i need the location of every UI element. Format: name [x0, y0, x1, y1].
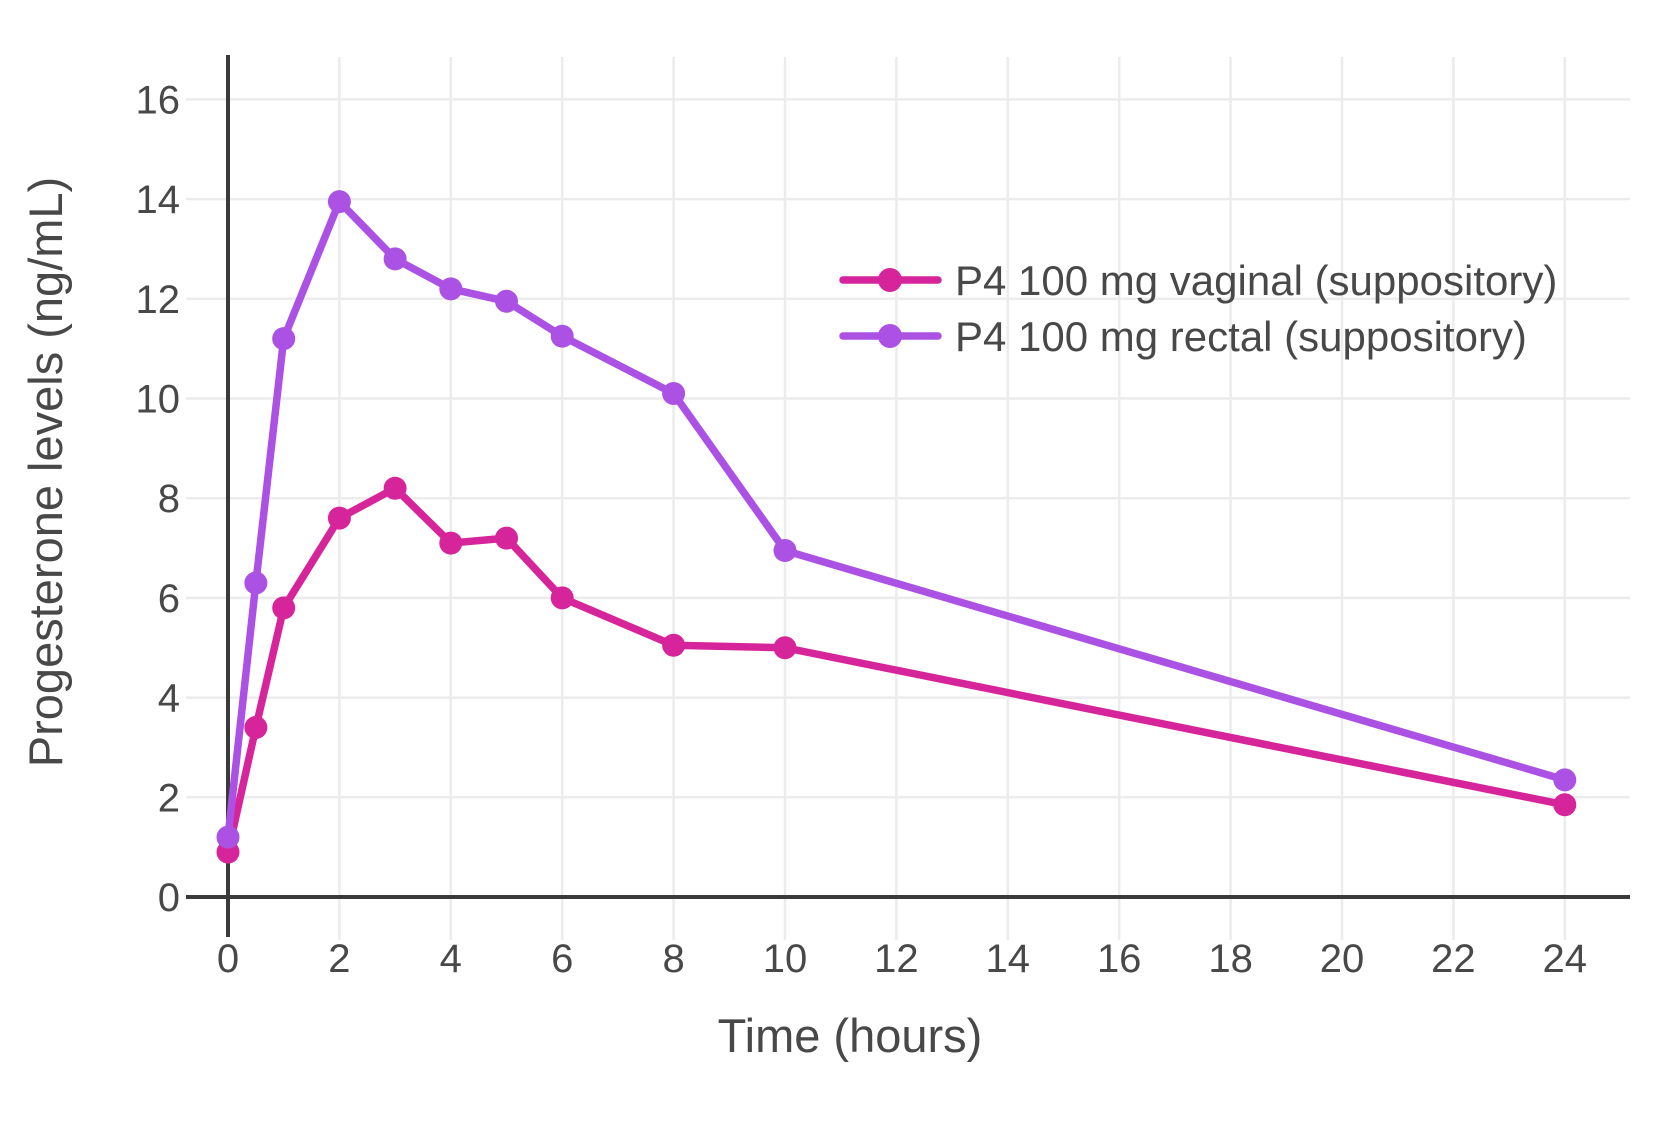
- legend-label: P4 100 mg vaginal (suppository): [955, 257, 1557, 304]
- legend-entry[interactable]: P4 100 mg vaginal (suppository): [839, 257, 1557, 304]
- data-point-marker: [327, 190, 351, 214]
- y-tick-label: 4: [158, 677, 180, 721]
- x-tick-label: 18: [1208, 937, 1253, 981]
- data-point-marker: [383, 476, 407, 500]
- data-point-marker: [495, 289, 518, 313]
- y-tick-label: 14: [136, 178, 181, 222]
- x-tick-label: 20: [1320, 937, 1365, 981]
- data-point-marker: [773, 539, 797, 563]
- y-tick-label: 10: [136, 378, 181, 422]
- data-point-marker: [1553, 768, 1577, 792]
- y-tick-label: 6: [158, 577, 180, 621]
- data-series: [216, 190, 1577, 864]
- axes: [186, 55, 1630, 937]
- data-point-marker: [216, 825, 240, 849]
- x-tick-label: 12: [874, 937, 919, 981]
- y-tick-label: 2: [158, 776, 180, 820]
- data-point-marker: [383, 247, 407, 271]
- y-tick-label: 12: [136, 278, 181, 322]
- x-tick-label: 10: [763, 937, 808, 981]
- data-point-marker: [550, 586, 574, 610]
- data-point-marker: [662, 382, 686, 406]
- data-point-marker: [327, 506, 351, 530]
- data-point-marker: [495, 526, 518, 550]
- x-tick-label: 4: [440, 937, 462, 981]
- y-axis-title: Progesterone levels (ng/mL): [19, 177, 72, 767]
- x-tick-label: 8: [662, 937, 684, 981]
- y-tick-label: 8: [158, 477, 180, 521]
- legend-entry[interactable]: P4 100 mg rectal (suppository): [839, 313, 1527, 360]
- data-point-marker: [244, 716, 268, 740]
- data-point-marker: [439, 531, 463, 555]
- data-point-marker: [439, 277, 463, 301]
- x-tick-label: 14: [986, 937, 1031, 981]
- legend-swatch-marker: [878, 324, 902, 348]
- y-tick-label: 16: [136, 78, 181, 122]
- series-vaginal: [216, 476, 1577, 864]
- x-tick-label: 2: [328, 937, 350, 981]
- y-tick-label: 0: [158, 876, 180, 920]
- x-tick-label: 24: [1543, 937, 1588, 981]
- data-point-marker: [550, 324, 574, 348]
- data-point-marker: [773, 636, 797, 660]
- x-tick-label: 16: [1097, 937, 1142, 981]
- x-tick-label: 22: [1431, 937, 1476, 981]
- legend: P4 100 mg vaginal (suppository) P4 100 mg…: [839, 257, 1557, 360]
- x-axis-title: Time (hours): [718, 1009, 983, 1062]
- data-point-marker: [662, 633, 686, 657]
- data-point-marker: [272, 327, 296, 351]
- legend-label: P4 100 mg rectal (suppository): [955, 313, 1527, 360]
- legend-swatch-marker: [878, 268, 902, 292]
- series-rectal: [216, 190, 1577, 849]
- data-point-marker: [1553, 793, 1577, 817]
- gridlines: [186, 57, 1630, 940]
- data-point-marker: [244, 571, 268, 595]
- x-tick-label: 0: [217, 937, 239, 981]
- x-tick-label: 6: [551, 937, 573, 981]
- data-point-marker: [272, 596, 296, 620]
